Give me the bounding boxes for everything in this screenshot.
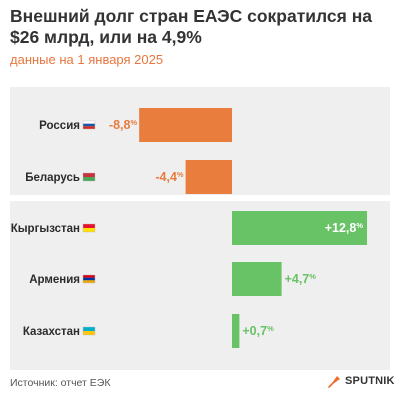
flag-icon (82, 274, 96, 284)
chart-title: Внешний долг стран ЕАЭС сократился на $2… (10, 6, 373, 47)
value-label: -8,8% (109, 118, 138, 132)
country-label: Армения (29, 274, 80, 286)
country-label: Россия (39, 120, 80, 132)
value-label: +0,7% (242, 324, 274, 338)
source-note: Источник: отчет ЕЭК (10, 377, 111, 389)
flag-icon (82, 223, 96, 233)
value-label: +4,7% (285, 272, 317, 286)
bar (232, 314, 240, 348)
value-label: -4,4% (155, 170, 184, 184)
sputnik-logo: SPUTNIK (328, 374, 395, 388)
bar (185, 160, 232, 194)
country-label: Казахстан (23, 326, 80, 338)
flag-icon (82, 326, 96, 336)
bar (232, 262, 282, 296)
flag-icon (82, 172, 96, 182)
chart-subtitle: данные на 1 января 2025 (10, 52, 164, 67)
country-label: Кыргызстан (11, 223, 80, 235)
value-label: +12,8% (325, 221, 364, 235)
brand-name: SPUTNIK (345, 375, 395, 387)
sputnik-icon (328, 376, 340, 388)
country-label: Беларусь (25, 172, 80, 184)
bar (232, 211, 368, 245)
flag-icon (82, 120, 96, 130)
bar (139, 108, 232, 142)
